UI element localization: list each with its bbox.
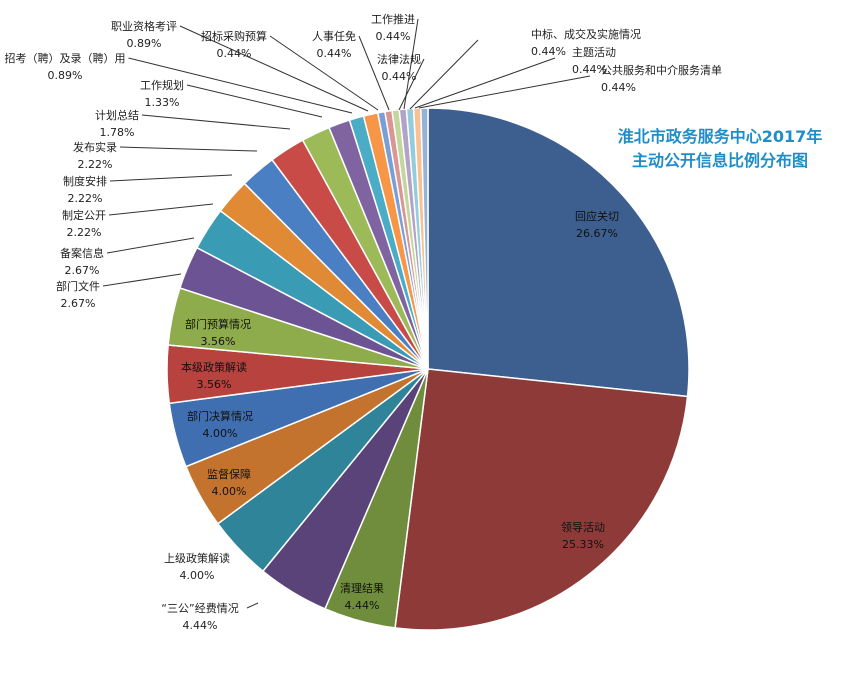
slice-name-label: 主题活动: [572, 46, 616, 59]
slice-value-label: 2.22%: [67, 226, 102, 239]
leader-lines: [102, 18, 591, 609]
slice-value-label: 4.44%: [183, 619, 218, 632]
leader-line: [179, 25, 369, 112]
slice-labels: 回应关切 26.67% 领导活动 25.33% 清理结果 4.44% “三公”经费情况 4.4…: [5, 12, 723, 632]
slice-name-label: 招考（聘）及录（聘）用: [5, 51, 126, 65]
slice-value-label: 1.33%: [145, 96, 180, 109]
leader-line: [128, 57, 353, 114]
slice-name-label: 招标采购预算: [201, 29, 267, 43]
leader-line: [102, 273, 182, 287]
slice-name-label: “三公”经费情况: [161, 602, 238, 615]
slice-name-label: 制定公开: [62, 208, 106, 222]
slice-name-label: 部门文件: [56, 279, 100, 293]
leader-line: [418, 75, 591, 109]
slice-value-label: 0.89%: [48, 69, 83, 82]
leader-line: [246, 602, 259, 609]
leader-line: [269, 35, 379, 111]
slice-value-label: 2.67%: [61, 297, 96, 310]
slice-value-label: 25.33%: [562, 538, 604, 551]
slice-name-label: 人事任免: [312, 29, 356, 43]
leader-line: [109, 174, 233, 182]
slice-value-label: 0.44%: [531, 45, 566, 58]
slice-name-label: 工作规划: [140, 78, 184, 92]
pie-slice: [394, 368, 689, 631]
slice-value-label: 4.44%: [345, 599, 380, 612]
slice-name-label: 工作推进: [371, 12, 415, 26]
leader-line: [414, 57, 556, 109]
slice-value-label: 2.22%: [78, 158, 113, 171]
slice-value-label: 3.56%: [201, 335, 236, 348]
slice-value-label: 4.00%: [180, 569, 215, 582]
slice-value-label: 3.56%: [197, 378, 232, 391]
slice-name-label: 上级政策解读: [164, 551, 230, 565]
slice-value-label: 0.44%: [317, 47, 352, 60]
slice-name-label: 法律法规: [377, 52, 421, 66]
slice-name-label: 回应关切: [575, 209, 619, 223]
slice-name-label: 职业资格考评: [111, 19, 177, 33]
slice-name-label: 公共服务和中介服务清单: [601, 64, 722, 77]
leader-line: [186, 84, 323, 118]
slice-name-label: 计划总结: [95, 108, 139, 122]
slice-value-label: 1.78%: [100, 126, 135, 139]
slice-value-label: 0.44%: [382, 70, 417, 83]
pie-slices: [166, 107, 690, 631]
slice-value-label: 0.89%: [127, 37, 162, 50]
slice-name-label: 制度安排: [63, 174, 107, 188]
slice-name-label: 清理结果: [340, 582, 384, 595]
leader-line: [409, 39, 479, 110]
leader-line: [403, 18, 419, 110]
slice-name-label: 监督保障: [207, 467, 251, 481]
slice-name-label: 备案信息: [60, 246, 104, 260]
slice-name-label: 领导活动: [561, 521, 605, 534]
leader-line: [108, 203, 214, 216]
chart-title-line-1: 淮北市政务服务中心2017年: [618, 127, 823, 146]
slice-value-label: 4.00%: [212, 485, 247, 498]
slice-value-label: 2.22%: [68, 192, 103, 205]
slice-value-label: 0.44%: [601, 81, 636, 94]
slice-value-label: 0.44%: [376, 30, 411, 43]
slice-value-label: 26.67%: [576, 227, 618, 240]
chart-title-line-2: 主动公开信息比例分布图: [632, 151, 808, 170]
leader-line: [119, 146, 258, 152]
leader-line: [141, 114, 291, 130]
slice-name-label: 本级政策解读: [181, 360, 247, 374]
slice-value-label: 0.44%: [572, 63, 607, 76]
leader-line: [358, 35, 390, 111]
slice-value-label: 4.00%: [203, 427, 238, 440]
slice-name-label: 部门预算情况: [185, 317, 251, 331]
slice-value-label: 2.67%: [65, 264, 100, 277]
leader-line: [398, 58, 425, 111]
slice-value-label: 0.44%: [217, 47, 252, 60]
slice-name-label: 发布实录: [73, 140, 117, 154]
slice-name-label: 部门决算情况: [187, 409, 253, 423]
leader-line: [106, 237, 195, 254]
slice-name-label: 中标、成交及实施情况: [531, 27, 641, 41]
pie-slice: [427, 107, 690, 398]
